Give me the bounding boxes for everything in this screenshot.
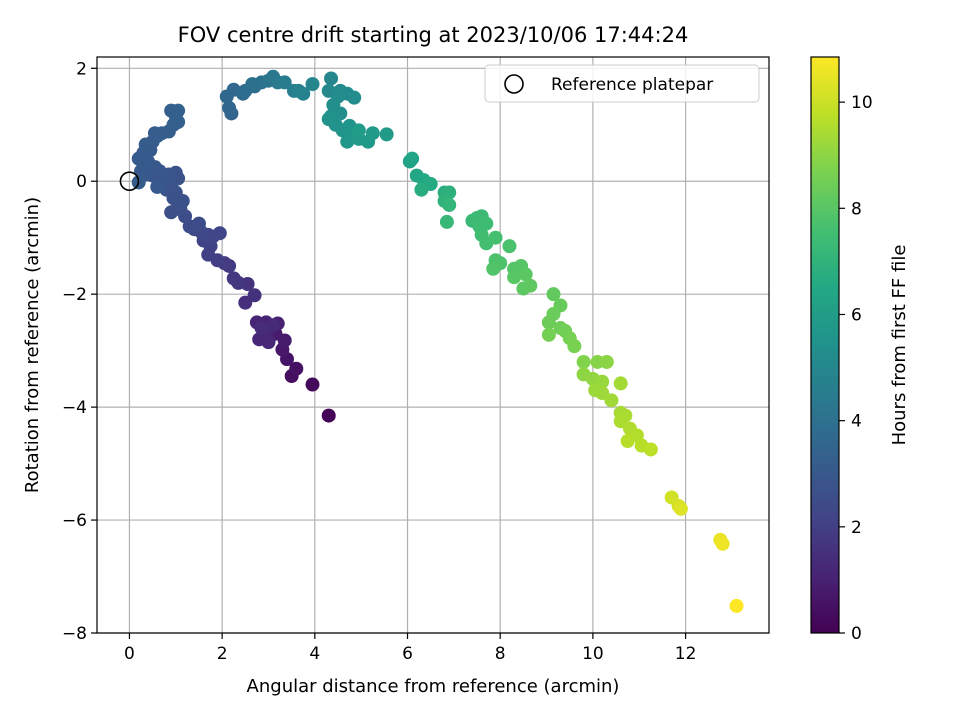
data-point: [226, 271, 241, 286]
chart-title: FOV centre drift starting at 2023/10/06 …: [178, 23, 689, 47]
data-point: [305, 77, 320, 92]
x-tick-label: 8: [495, 644, 506, 664]
data-point: [254, 321, 269, 336]
data-point: [351, 123, 366, 138]
data-point: [715, 536, 730, 551]
data-point: [150, 179, 165, 194]
y-axis-label: Rotation from reference (arcmin): [22, 197, 43, 493]
data-point: [414, 182, 429, 197]
data-point: [488, 230, 503, 245]
data-point: [518, 267, 533, 282]
colorbar-label: Hours from first FF file: [889, 245, 910, 446]
data-point: [479, 216, 494, 231]
data-point: [247, 288, 262, 303]
y-tick-label: 0: [76, 172, 87, 192]
data-point: [442, 197, 457, 212]
data-point: [289, 361, 304, 376]
colorbar-ticks: 0 2 4 6 8 10: [839, 93, 873, 644]
data-point: [305, 377, 320, 392]
data-point: [321, 408, 336, 423]
x-axis-ticks: 0 2 4 6 8 10 12: [124, 633, 696, 664]
data-point: [576, 354, 591, 369]
data-point: [321, 112, 336, 127]
plot-frame: [96, 56, 770, 634]
colorbar-tick-label: 10: [851, 93, 873, 113]
data-point: [261, 335, 276, 350]
data-point: [673, 501, 688, 516]
y-tick-label: 2: [76, 59, 87, 79]
data-point: [613, 376, 628, 391]
reference-platepar-marker: [119, 171, 140, 192]
legend: Reference platepar: [484, 64, 760, 103]
data-point: [340, 134, 355, 149]
colorbar: [810, 56, 840, 634]
x-tick-label: 0: [124, 644, 135, 664]
data-point: [439, 214, 454, 229]
legend-entry: Reference platepar: [551, 75, 713, 95]
y-tick-label: −4: [62, 398, 87, 418]
data-point: [347, 90, 362, 105]
data-point: [291, 83, 306, 98]
data-point: [277, 75, 292, 90]
data-point: [365, 126, 380, 141]
data-point: [379, 127, 394, 142]
data-point: [599, 354, 614, 369]
y-tick-label: −2: [62, 285, 87, 305]
legend-marker-icon: [504, 74, 524, 94]
data-point: [266, 318, 281, 333]
colorbar-tick-label: 2: [851, 518, 862, 538]
x-axis-label: Angular distance from reference (arcmin): [247, 676, 620, 697]
grid: [97, 57, 769, 634]
y-tick-label: −8: [62, 624, 87, 644]
y-axis-ticks: −8 −6 −4 −2 0 2: [62, 59, 97, 644]
data-point: [523, 278, 538, 293]
colorbar-tick-label: 8: [851, 199, 862, 219]
data-point: [604, 393, 619, 408]
x-tick-label: 4: [309, 644, 320, 664]
data-point: [620, 434, 635, 448]
y-tick-label: −6: [62, 511, 87, 531]
x-tick-label: 6: [402, 644, 413, 664]
colorbar-tick-label: 0: [851, 624, 862, 644]
data-point: [324, 71, 339, 86]
colorbar-tick-label: 4: [851, 412, 862, 432]
data-point: [486, 261, 501, 276]
data-point: [502, 239, 517, 254]
data-point: [541, 327, 556, 342]
data-point: [541, 315, 556, 330]
colorbar-tick-label: 6: [851, 305, 862, 325]
x-tick-label: 10: [582, 644, 604, 664]
x-tick-label: 2: [217, 644, 228, 664]
data-point: [191, 216, 206, 231]
data-point: [212, 226, 227, 241]
data-point: [405, 151, 420, 166]
x-tick-label: 12: [675, 644, 697, 664]
data-points: [131, 69, 744, 613]
data-point: [546, 287, 561, 302]
legend-box: [484, 64, 760, 103]
data-point: [507, 270, 522, 285]
data-point: [567, 339, 582, 354]
data-point: [643, 442, 658, 457]
data-point: [222, 100, 237, 115]
data-point: [171, 103, 186, 118]
data-point: [729, 598, 744, 613]
